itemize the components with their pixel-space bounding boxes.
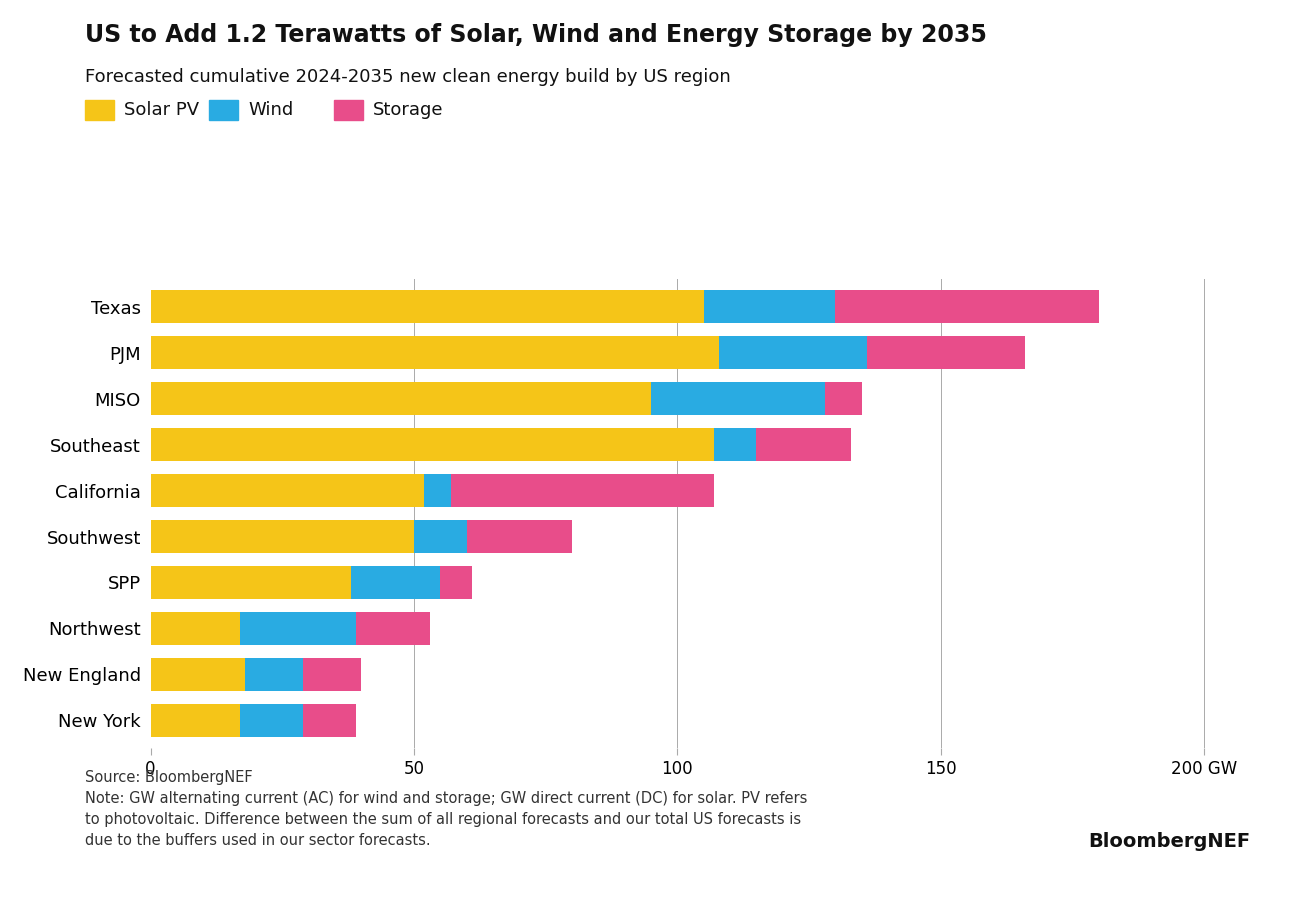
Bar bbox=[151, 382, 651, 415]
Bar bbox=[151, 474, 424, 507]
Bar bbox=[720, 336, 867, 369]
Bar bbox=[715, 428, 757, 461]
Text: US to Add 1.2 Terawatts of Solar, Wind and Energy Storage by 2035: US to Add 1.2 Terawatts of Solar, Wind a… bbox=[85, 23, 987, 47]
Bar bbox=[704, 290, 835, 323]
Bar bbox=[867, 336, 1025, 369]
Text: Source: BloombergNEF
Note: GW alternating current (AC) for wind and storage; GW : Source: BloombergNEF Note: GW alternatin… bbox=[85, 770, 808, 849]
Bar bbox=[304, 704, 356, 737]
Bar bbox=[304, 658, 361, 691]
Bar bbox=[351, 566, 440, 599]
Bar bbox=[245, 658, 304, 691]
Bar bbox=[151, 428, 715, 461]
Bar bbox=[240, 612, 356, 645]
Bar bbox=[240, 704, 304, 737]
Bar bbox=[424, 474, 450, 507]
Bar bbox=[151, 520, 414, 553]
Bar bbox=[414, 520, 466, 553]
Bar bbox=[440, 566, 471, 599]
Bar bbox=[651, 382, 825, 415]
Bar bbox=[450, 474, 715, 507]
Bar bbox=[151, 704, 240, 737]
Bar bbox=[835, 290, 1098, 323]
Text: Solar PV: Solar PV bbox=[124, 101, 199, 119]
Bar bbox=[356, 612, 429, 645]
Bar bbox=[151, 290, 704, 323]
Text: Forecasted cumulative 2024-2035 new clean energy build by US region: Forecasted cumulative 2024-2035 new clea… bbox=[85, 68, 730, 86]
Bar bbox=[151, 566, 351, 599]
Text: Storage: Storage bbox=[373, 101, 444, 119]
Bar bbox=[466, 520, 572, 553]
Text: Wind: Wind bbox=[249, 101, 295, 119]
Bar bbox=[757, 428, 851, 461]
Bar bbox=[151, 658, 245, 691]
Bar bbox=[151, 612, 240, 645]
Bar bbox=[825, 382, 861, 415]
Text: BloombergNEF: BloombergNEF bbox=[1088, 833, 1250, 851]
Bar bbox=[151, 336, 720, 369]
